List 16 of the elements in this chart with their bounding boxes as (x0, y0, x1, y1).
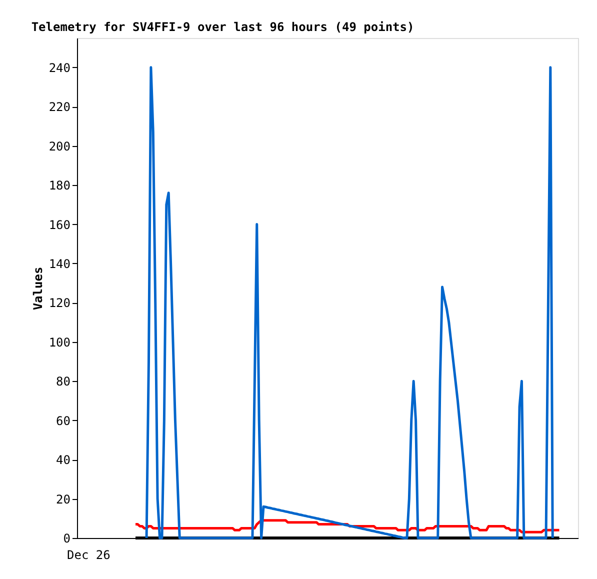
chart-title: Telemetry for SV4FFI-9 over last 96 hours (49 points) (31, 20, 414, 34)
y-tick-label: 60 (56, 414, 70, 428)
y-tick-label: 220 (48, 100, 70, 114)
y-tick-label: 200 (48, 139, 70, 154)
y-tick-label: 180 (48, 178, 70, 193)
y-axis-title: Values (30, 266, 45, 310)
y-tick-label: 240 (48, 60, 70, 75)
text: Dec 26 (67, 548, 110, 562)
y-tick-label: 40 (56, 453, 70, 468)
y-tick-label: 0 (63, 532, 70, 546)
y-tick-label: 160 (48, 218, 70, 232)
y-tick-label: 120 (48, 296, 70, 310)
y-tick-label: 80 (56, 374, 70, 389)
y-tick-label: 20 (56, 492, 70, 506)
y-tick-label: 100 (48, 335, 70, 350)
y-tick-label: 140 (48, 256, 70, 271)
